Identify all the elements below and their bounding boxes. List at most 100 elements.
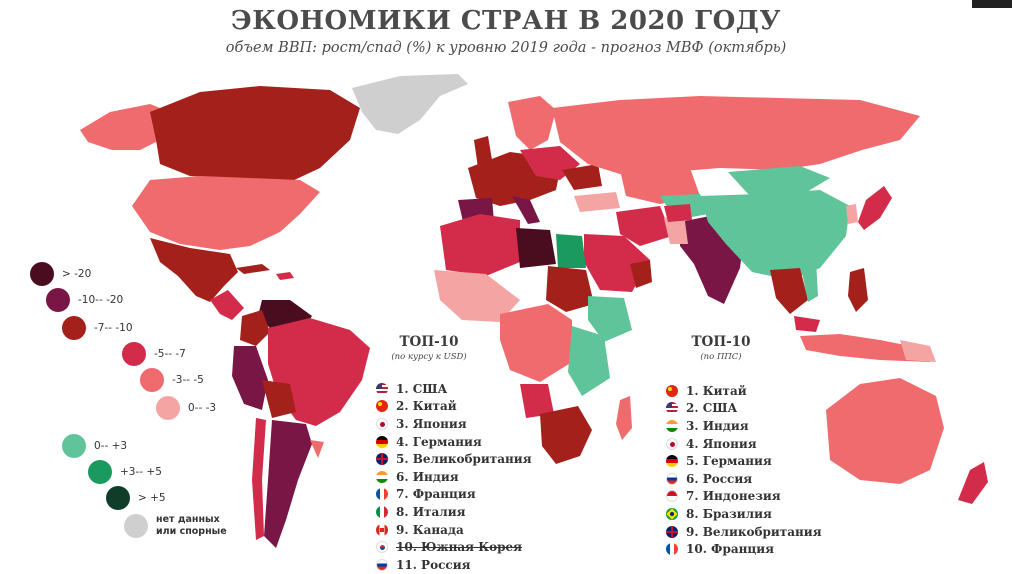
legend-label: нет данных или спорные [156, 514, 227, 537]
list-item: 7. Индонезия [666, 488, 822, 506]
region-philippines [848, 268, 868, 312]
region-alaska [80, 104, 170, 150]
list-item: 6. Россия [666, 470, 822, 488]
rank-label: 10. Южная Корея [396, 540, 523, 555]
region-madagascar [616, 396, 632, 440]
list-item: 2. США [666, 400, 822, 418]
region-papua [900, 340, 936, 362]
region-peru [232, 346, 268, 410]
region-north-africa [440, 214, 520, 276]
region-japan [858, 186, 892, 230]
china-flag-icon [376, 400, 388, 413]
region-cuba [236, 264, 270, 274]
list-item: 5. Великобритания [376, 450, 532, 468]
region-chile [252, 418, 266, 540]
india-flag-icon [376, 470, 388, 483]
rank-label: 3. Япония [396, 416, 467, 431]
region-colombia [240, 310, 270, 346]
region-scandinavia [508, 96, 556, 150]
legend-label: -7-- -10 [94, 322, 133, 334]
top-ppp-list: 1. Китай 2. США 3. Индия 4. Япония 5. Ге… [666, 382, 822, 558]
list-item: 9. Великобритания [666, 523, 822, 541]
rank-label: 11. Россия [396, 557, 471, 572]
region-vietnam [800, 260, 818, 302]
list-item: 1. США [376, 380, 532, 398]
region-turkey [574, 192, 620, 212]
legend-item-0-plus-3: 0-- +3 [62, 434, 127, 458]
page-subtitle: объем ВВП: рост/спад (%) к уровню 2019 г… [225, 40, 787, 56]
region-central-america [210, 290, 244, 320]
region-uruguay [310, 440, 324, 458]
italy-flag-icon [376, 505, 388, 518]
rank-label: 8. Бразилия [686, 506, 772, 521]
rank-label: 1. США [396, 381, 448, 396]
list-item: 8. Италия [376, 503, 532, 521]
region-indonesia [800, 334, 930, 362]
canada-flag-icon [376, 523, 388, 536]
region-argentina [264, 420, 312, 548]
legend-item-over-minus-20: > -20 [30, 262, 91, 286]
legend-label: -10-- -20 [78, 294, 124, 306]
brazil-flag-icon [666, 507, 678, 520]
legend-swatch [140, 368, 164, 392]
top-ppp-title: ТОП-10 [691, 334, 751, 350]
russia-flag-icon [376, 558, 388, 571]
rank-label: 4. Япония [686, 436, 757, 451]
legend-swatch [46, 288, 70, 312]
rank-label: 4. Германия [396, 434, 482, 449]
usa-flag-icon [376, 382, 388, 395]
list-item: 1. Китай [666, 382, 822, 400]
rank-label: 9. Канада [396, 522, 464, 537]
germany-flag-icon [376, 435, 388, 448]
top-usd-title: ТОП-10 [399, 334, 459, 350]
legend-item-0-minus-3: 0-- -3 [156, 396, 216, 420]
list-item: 3. Индия [666, 417, 822, 435]
rank-label: 7. Индонезия [686, 489, 781, 504]
france-flag-icon [666, 543, 678, 556]
germany-flag-icon [666, 455, 678, 468]
top-usd-list: 1. США 2. Китай 3. Япония 4. Германия 5.… [376, 380, 532, 574]
rank-label: 10. Франция [686, 542, 775, 557]
region-sudan [546, 266, 594, 312]
rank-label: 2. Китай [396, 399, 457, 414]
region-oman [630, 260, 652, 288]
legend-label: -3-- -5 [172, 374, 204, 386]
region-malaysia [794, 316, 820, 332]
legend-label: 0-- +3 [94, 440, 128, 452]
south-korea-flag-icon [376, 541, 388, 554]
india-flag-icon [666, 419, 678, 432]
top-usd-note: (по курсу к USD) [391, 352, 467, 362]
legend-label: +3-- +5 [120, 466, 162, 478]
list-item: 10. Франция [666, 540, 822, 558]
region-china [700, 190, 850, 280]
region-central-africa [500, 304, 572, 382]
legend-label: > -20 [62, 268, 92, 280]
region-australia [826, 378, 944, 484]
region-brazil [268, 318, 370, 426]
legend-item-minus-7-10: -7-- -10 [62, 316, 133, 340]
legend-item-minus-10-20: -10-- -20 [46, 288, 123, 312]
list-item: 4. Германия [376, 433, 532, 451]
rank-label: 2. США [686, 401, 738, 416]
legend-swatch [62, 434, 86, 458]
region-egypt [556, 234, 586, 268]
legend-swatch [106, 486, 130, 510]
legend-item-plus-3-5: +3-- +5 [88, 460, 162, 484]
region-east-africa [568, 326, 610, 396]
source-badge [972, 0, 1012, 8]
rank-label: 8. Италия [396, 504, 466, 519]
legend-item-minus-5-7: -5-- -7 [122, 342, 186, 366]
rank-label: 7. Франция [396, 487, 476, 502]
list-item: 8. Бразилия [666, 505, 822, 523]
list-item: 7. Франция [376, 486, 532, 504]
list-item: 4. Япония [666, 435, 822, 453]
rank-label: 6. Индия [396, 469, 459, 484]
japan-flag-icon [376, 417, 388, 430]
list-item: 9. Канада [376, 521, 532, 539]
russia-flag-icon [666, 472, 678, 485]
region-libya [516, 228, 556, 268]
region-ukraine [562, 164, 602, 190]
region-greenland [352, 74, 468, 134]
legend-swatch [62, 316, 86, 340]
